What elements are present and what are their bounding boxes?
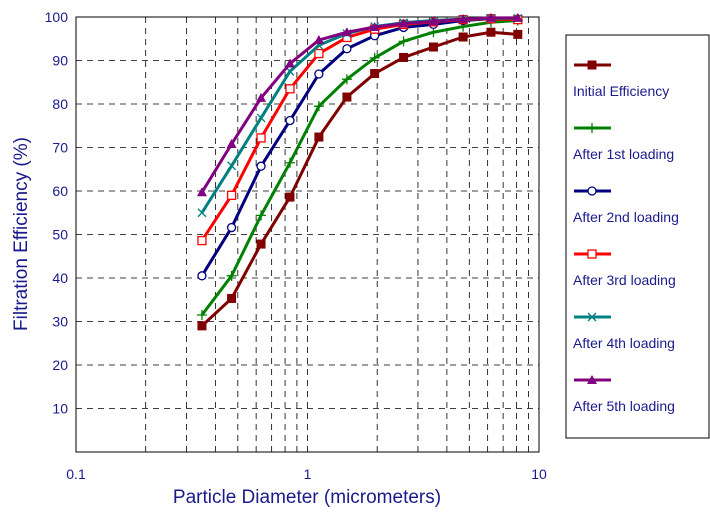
legend-item: After 5th loading — [573, 375, 675, 414]
legend-items: Initial Efficiency After 1st loading After… — [573, 60, 679, 414]
y-tick-label: 70 — [52, 140, 68, 156]
data-point-marker — [587, 375, 597, 384]
y-tick-label: 100 — [45, 9, 69, 25]
legend-box — [565, 34, 710, 439]
data-point-marker — [227, 161, 237, 171]
data-point-marker — [458, 32, 468, 42]
data-point-marker — [369, 22, 380, 32]
data-point-marker — [342, 44, 352, 54]
data-point-marker — [341, 27, 352, 37]
y-tick-label: 10 — [52, 401, 68, 417]
y-tick-label: 80 — [52, 96, 68, 112]
data-point-marker — [197, 235, 207, 246]
data-point-marker — [458, 14, 469, 24]
data-point-marker — [313, 101, 324, 112]
data-point-marker — [197, 321, 207, 331]
data-point-marker — [341, 74, 352, 85]
data-point-marker — [399, 52, 409, 62]
data-point-marker — [587, 312, 597, 322]
series-line — [200, 30, 518, 327]
data-point-marker — [587, 60, 597, 70]
legend-label: Initial Efficiency — [573, 83, 669, 99]
data-point-marker — [513, 29, 523, 39]
x-tick-label: 0.1 — [66, 466, 86, 482]
data-point-marker — [486, 27, 496, 37]
y-tick-label: 40 — [52, 270, 68, 286]
data-point-marker — [512, 12, 523, 22]
data-point-marker — [398, 36, 409, 47]
data-point-marker — [285, 115, 295, 126]
data-point-marker — [314, 69, 324, 79]
data-point-marker — [342, 92, 352, 102]
data-point-marker — [197, 208, 207, 218]
legend-label: After 1st loading — [573, 146, 674, 162]
data-series — [196, 12, 523, 331]
x-axis-tick-labels: 0.1 1 10 — [66, 466, 547, 482]
data-point-marker — [314, 132, 324, 142]
legend-item: After 1st loading — [573, 123, 674, 162]
data-point-marker — [226, 222, 237, 233]
legend-label: After 4th loading — [573, 335, 675, 351]
y-tick-label: 50 — [52, 227, 68, 243]
y-tick-label: 60 — [52, 183, 68, 199]
y-axis-title: Filtration Efficiency (%) — [11, 137, 32, 331]
data-point-marker — [587, 186, 597, 196]
series-line — [200, 16, 518, 194]
y-tick-label: 20 — [52, 357, 68, 373]
series-line — [200, 18, 518, 316]
data-point-marker — [428, 42, 438, 52]
data-point-marker — [256, 161, 266, 171]
data-point-marker — [369, 52, 380, 63]
legend-label: After 5th loading — [573, 398, 675, 414]
data-point-marker — [226, 190, 237, 201]
series-group — [196, 12, 523, 197]
legend: Initial Efficiency After 1st loading After… — [565, 34, 710, 439]
data-point-marker — [196, 187, 207, 197]
plot-frame — [75, 16, 540, 453]
gridlines — [76, 17, 539, 452]
data-point-marker — [284, 157, 295, 168]
data-point-marker — [256, 113, 266, 123]
data-point-marker — [227, 293, 237, 303]
y-tick-label: 30 — [52, 314, 68, 330]
data-point-marker — [485, 12, 496, 22]
data-point-marker — [256, 239, 266, 249]
data-point-marker — [587, 249, 597, 259]
data-point-marker — [226, 270, 237, 281]
data-point-marker — [256, 133, 266, 143]
y-tick-label: 90 — [52, 53, 68, 69]
data-point-marker — [587, 123, 597, 133]
data-point-marker — [285, 192, 295, 202]
data-point-marker — [226, 139, 237, 149]
data-point-marker — [284, 58, 295, 68]
legend-item: After 2nd loading — [573, 186, 679, 225]
data-point-marker — [428, 16, 439, 26]
data-point-marker — [398, 18, 409, 28]
y-axis-tick-labels: 10 20 30 40 50 60 70 80 90 100 — [45, 9, 69, 417]
data-point-marker — [314, 48, 324, 59]
x-tick-label: 1 — [304, 466, 312, 482]
x-axis-title: Particle Diameter (micrometers) — [173, 487, 441, 508]
legend-item: Initial Efficiency — [573, 60, 669, 99]
legend-item: After 4th loading — [573, 312, 675, 351]
data-point-marker — [197, 271, 207, 281]
data-point-marker — [370, 69, 380, 79]
x-tick-label: 10 — [531, 466, 547, 482]
legend-label: After 3rd loading — [573, 272, 676, 288]
data-point-marker — [196, 309, 207, 320]
series-group — [197, 27, 523, 331]
data-point-marker — [256, 210, 267, 221]
data-point-marker — [285, 84, 295, 94]
legend-item: After 3rd loading — [573, 249, 676, 288]
legend-label: After 2nd loading — [573, 209, 679, 225]
data-point-marker — [313, 35, 324, 45]
data-point-marker — [256, 92, 267, 102]
